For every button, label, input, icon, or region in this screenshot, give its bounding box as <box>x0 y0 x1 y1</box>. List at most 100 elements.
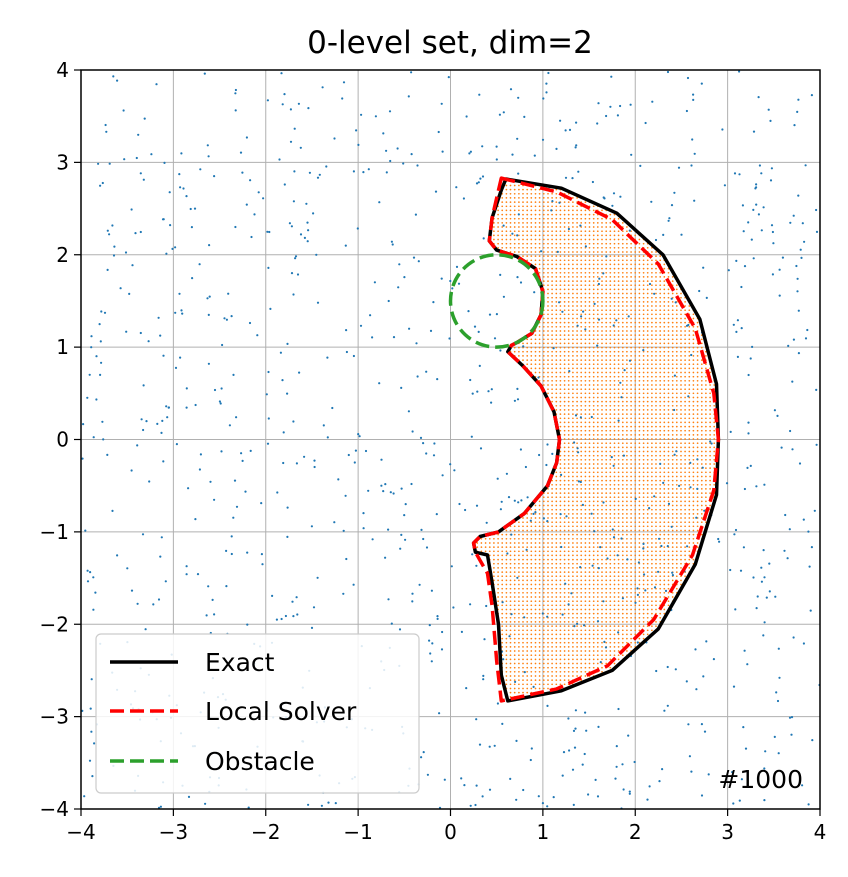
feasible-point <box>663 546 666 548</box>
feasible-point <box>638 575 641 578</box>
feasible-point <box>526 687 529 690</box>
feasible-point <box>530 234 533 237</box>
feasible-point <box>630 637 632 640</box>
feasible-point <box>688 334 691 336</box>
feasible-point <box>505 533 508 536</box>
feasible-point <box>617 546 620 548</box>
feasible-point <box>513 670 516 673</box>
feasible-point <box>684 463 686 465</box>
feasible-point <box>522 641 524 644</box>
feasible-point <box>592 355 595 357</box>
feasible-point <box>700 471 703 474</box>
feasible-point <box>651 400 653 403</box>
feasible-point <box>638 404 641 407</box>
feasible-point <box>592 246 595 249</box>
feasible-point <box>522 633 524 636</box>
feasible-point <box>505 662 508 665</box>
feasible-point <box>567 321 570 324</box>
feasible-point <box>547 554 549 557</box>
feasible-point <box>526 579 529 582</box>
feasible-point <box>518 600 520 603</box>
feasible-point <box>555 404 558 407</box>
feasible-point <box>646 425 649 428</box>
feasible-point <box>696 492 699 494</box>
feasible-point <box>588 587 591 590</box>
feasible-point <box>596 280 599 282</box>
sample-point <box>291 600 294 603</box>
feasible-point <box>646 504 649 507</box>
feasible-point <box>638 504 641 507</box>
feasible-point <box>592 488 595 490</box>
feasible-point <box>501 230 504 233</box>
feasible-point <box>505 550 508 553</box>
feasible-point <box>596 479 599 482</box>
feasible-point <box>700 508 703 511</box>
feasible-point <box>617 438 620 440</box>
feasible-point <box>518 546 520 548</box>
feasible-point <box>646 587 649 590</box>
feasible-point <box>559 271 562 274</box>
feasible-point <box>542 513 545 515</box>
feasible-point <box>509 529 512 532</box>
sample-point <box>523 616 526 619</box>
feasible-point <box>534 683 537 686</box>
feasible-point <box>705 375 707 378</box>
feasible-point <box>547 583 549 586</box>
feasible-point <box>642 608 645 611</box>
feasible-point <box>567 342 570 345</box>
feasible-point <box>563 234 566 237</box>
feasible-point <box>626 242 628 245</box>
feasible-point <box>630 471 632 474</box>
feasible-point <box>634 325 637 328</box>
sample-point <box>636 587 639 590</box>
feasible-point <box>696 321 699 324</box>
feasible-point <box>634 251 637 253</box>
feasible-point <box>609 404 612 407</box>
feasible-point <box>542 350 545 353</box>
feasible-point <box>675 567 678 569</box>
feasible-point <box>576 425 578 428</box>
feasible-point <box>663 367 666 370</box>
sample-point <box>815 443 818 446</box>
feasible-point <box>642 301 645 303</box>
feasible-point <box>705 488 707 490</box>
feasible-point <box>530 242 533 245</box>
feasible-point <box>630 550 632 553</box>
feasible-point <box>559 658 562 661</box>
feasible-point <box>592 288 595 291</box>
feasible-point <box>605 496 608 499</box>
feasible-point <box>675 558 678 561</box>
feasible-point <box>621 330 624 332</box>
feasible-point <box>547 500 549 503</box>
feasible-point <box>671 554 674 557</box>
feasible-point <box>567 612 570 615</box>
feasible-point <box>630 575 632 578</box>
feasible-point <box>559 267 562 270</box>
feasible-point <box>567 529 570 532</box>
feasible-point <box>655 284 657 287</box>
feasible-point <box>576 296 578 299</box>
feasible-point <box>542 234 545 237</box>
feasible-point <box>621 429 624 432</box>
feasible-point <box>651 454 653 457</box>
feasible-point <box>538 625 541 627</box>
feasible-point <box>526 691 529 694</box>
feasible-point <box>675 417 678 420</box>
feasible-point <box>621 296 624 299</box>
sample-point <box>387 528 390 531</box>
feasible-point <box>584 209 587 212</box>
feasible-point <box>638 342 641 345</box>
feasible-point <box>601 604 603 607</box>
feasible-point <box>596 350 599 353</box>
feasible-point <box>563 384 566 386</box>
feasible-point <box>613 334 616 336</box>
feasible-point <box>580 438 583 440</box>
feasible-point <box>705 483 707 486</box>
feasible-point <box>501 234 504 237</box>
feasible-point <box>576 388 578 391</box>
feasible-point <box>572 525 574 528</box>
feasible-point <box>667 334 670 336</box>
feasible-point <box>584 313 587 316</box>
feasible-point <box>630 313 632 316</box>
feasible-point <box>646 317 649 320</box>
